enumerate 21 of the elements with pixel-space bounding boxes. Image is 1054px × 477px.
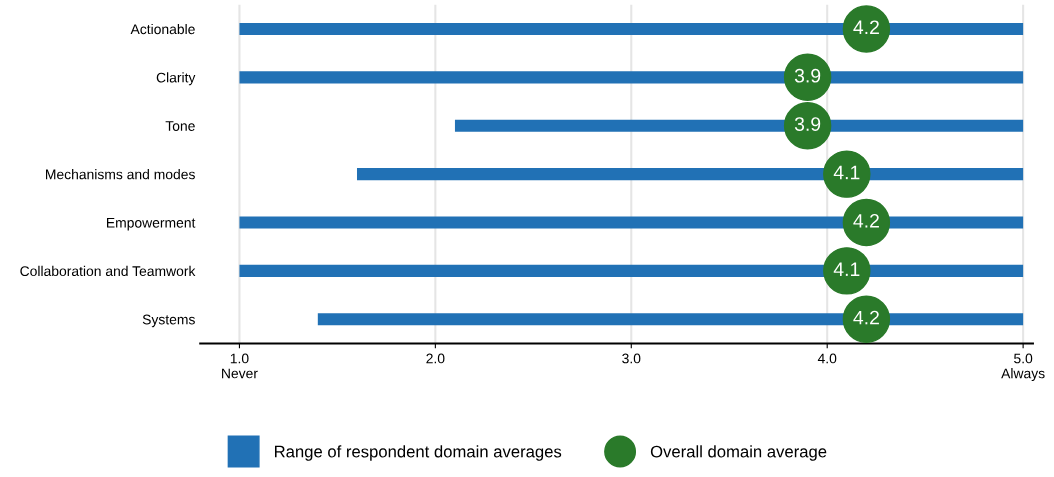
data-label: 3.9: [794, 68, 821, 83]
x-tick-label: 2.0: [426, 353, 445, 364]
y-tick-label: Actionable: [130, 23, 195, 35]
x-tick-label: 5.0 Always: [1001, 353, 1045, 382]
data-label: 4.1: [833, 262, 860, 276]
x-tick-label: 4.0: [817, 353, 837, 364]
data-label: 4.2: [853, 213, 879, 228]
y-tick-label: Systems: [142, 314, 195, 328]
y-tick-label: Collaboration and Teamwork: [20, 265, 196, 277]
y-tick-label: Clarity: [156, 72, 196, 86]
data-label: 4.1: [833, 165, 860, 180]
y-tick-label: Mechanisms and modes: [46, 169, 195, 180]
data-label: 4.2: [853, 310, 879, 325]
data-label: 4.2: [853, 20, 879, 34]
data-label: 3.9: [794, 117, 821, 131]
x-tick-label: 3.0: [622, 353, 641, 364]
legend-label: Overall domain average: [650, 445, 827, 461]
x-tick-label: 1.0 Never: [222, 353, 258, 379]
y-tick-label: Empowerment: [107, 217, 196, 231]
y-tick-label: Tone: [165, 121, 195, 131]
legend-label: Range of respondent domain averages: [275, 445, 562, 461]
